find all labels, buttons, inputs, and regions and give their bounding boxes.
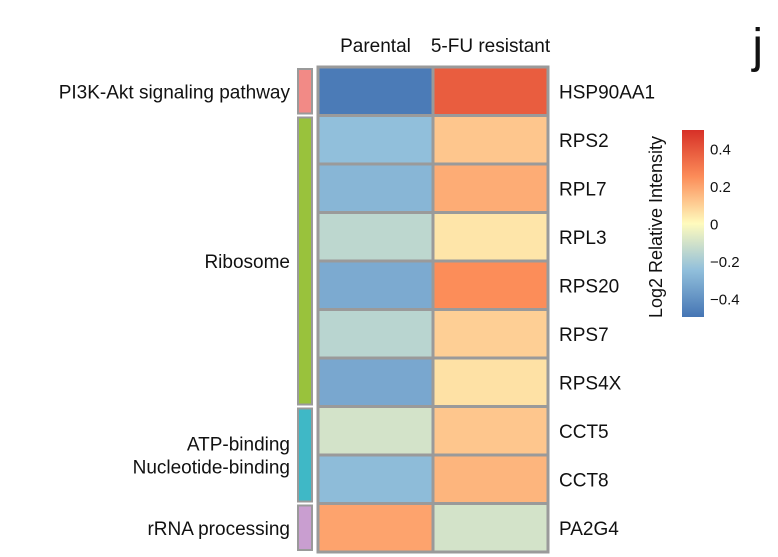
row-label: RPS20 [559, 276, 619, 297]
heatmap-cell [316, 114, 435, 166]
group-annotations: PI3K-Akt signaling pathway Ribosome ATP-bi… [59, 68, 313, 551]
legend-color-bar [682, 130, 704, 317]
group-label: Ribosome [204, 252, 290, 273]
heatmap-cell [431, 65, 550, 117]
group-color-bar [297, 504, 313, 551]
row-label: RPL7 [559, 179, 607, 200]
row-label: RPS2 [559, 131, 609, 152]
column-headers: Parental 5-FU resistant [340, 36, 551, 57]
heatmap-cell [316, 405, 435, 457]
heatmap-cell [431, 405, 550, 457]
heatmap-cell [316, 308, 435, 360]
heatmap-cell [431, 211, 550, 263]
group-color-bar [297, 407, 313, 503]
group-label: PI3K-Akt signaling pathway [59, 82, 291, 103]
legend-tick-label: 0.4 [710, 142, 731, 159]
column-header: Parental [340, 36, 411, 57]
panel-label: j [750, 20, 763, 73]
group-label: rRNA processing [147, 519, 290, 540]
legend-tick-label: −0.4 [710, 291, 740, 308]
row-label: RPS4X [559, 373, 622, 394]
legend-tick-label: −0.2 [710, 254, 740, 271]
heatmap-cell [316, 453, 435, 505]
heatmap-cell [431, 114, 550, 166]
group-color-bar [297, 68, 313, 115]
group-label: ATP-binding [187, 435, 290, 456]
legend-tick-label: 0.2 [710, 179, 731, 196]
column-header: 5-FU resistant [431, 36, 551, 57]
legend-title: Log2 Relative Intensity [646, 136, 666, 318]
heatmap-cell [431, 162, 550, 214]
heatmap-cell [316, 211, 435, 263]
heatmap-cells [316, 65, 550, 554]
heatmap-cell [431, 259, 550, 311]
group-color-bar [297, 116, 313, 406]
row-label: PA2G4 [559, 519, 619, 540]
row-label: HSP90AA1 [559, 82, 655, 103]
row-label: CCT5 [559, 422, 609, 443]
heatmap-cell [431, 453, 550, 505]
row-label: CCT8 [559, 470, 609, 491]
heatmap-cell [316, 65, 435, 117]
color-legend: 0.4 0.2 0 −0.2 −0.4 Log2 Relative Intensity [646, 130, 740, 318]
row-label: RPS7 [559, 325, 609, 346]
heatmap-cell [431, 356, 550, 408]
heatmap-cell [316, 356, 435, 408]
row-label: RPL3 [559, 228, 607, 249]
heatmap-cell [431, 308, 550, 360]
row-labels: HSP90AA1 RPS2 RPL7 RPL3 RPS20 RPS7 RPS4X CCT5 CC… [559, 82, 655, 540]
heatmap-cell [316, 162, 435, 214]
heatmap-cell [431, 502, 550, 554]
heatmap-cell [316, 502, 435, 554]
legend-ticks: 0.4 0.2 0 −0.2 −0.4 [710, 142, 740, 309]
group-label: Nucleotide-binding [133, 458, 290, 479]
heatmap-cell [316, 259, 435, 311]
legend-tick-label: 0 [710, 217, 718, 234]
